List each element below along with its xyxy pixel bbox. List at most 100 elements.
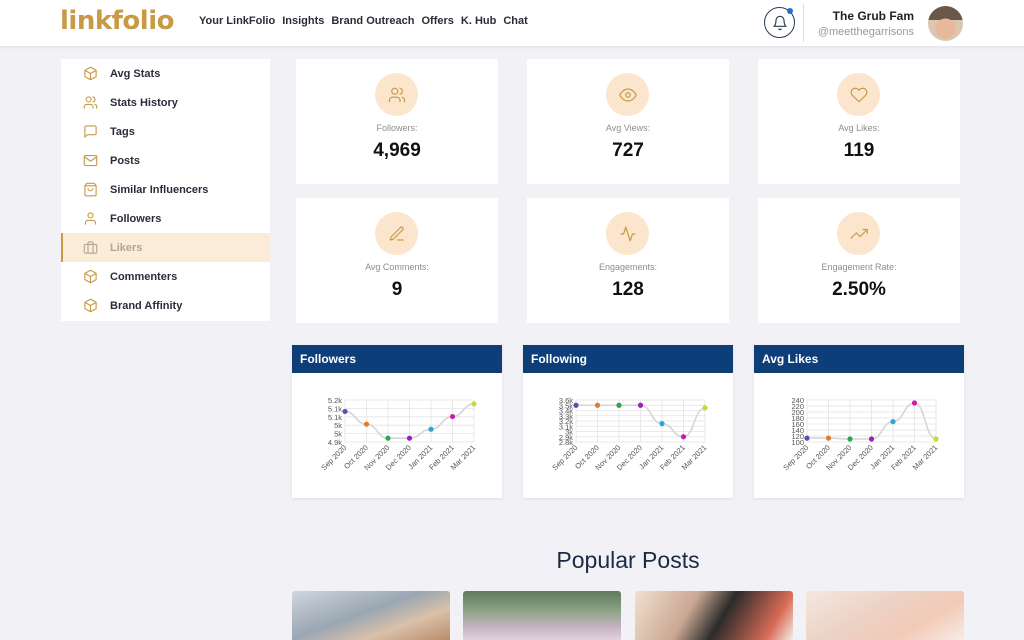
data-point — [449, 413, 456, 420]
data-point — [804, 435, 810, 441]
data-point — [933, 436, 939, 442]
sidebar-item-tags[interactable]: Tags — [61, 117, 270, 146]
sidebar-item-commenters[interactable]: Commenters — [61, 262, 270, 291]
data-point — [616, 402, 622, 408]
stat-card-followers: Followers: 4,969 — [296, 59, 498, 184]
sidebar-item-label: Brand Affinity — [110, 299, 183, 312]
data-point — [471, 401, 477, 407]
stat-label: Followers: — [376, 123, 418, 133]
y-tick-label: 140 — [791, 426, 804, 435]
nav-k-hub[interactable]: K. Hub — [460, 15, 497, 27]
logo[interactable]: linkfolio — [60, 6, 175, 36]
chart-title: Followers — [292, 345, 502, 373]
sidebar-item-brand-affinity[interactable]: Brand Affinity — [61, 291, 270, 320]
popular-post-thumbnail[interactable] — [635, 591, 793, 640]
cube-icon — [83, 269, 98, 284]
avatar[interactable] — [928, 6, 963, 41]
y-tick-label: 100 — [791, 438, 804, 447]
message-icon — [83, 124, 98, 139]
y-tick-label: 160 — [791, 420, 804, 429]
stat-card-engagements: Engagements: 128 — [527, 198, 729, 323]
users-icon — [375, 73, 418, 116]
nav-chat[interactable]: Chat — [503, 15, 528, 27]
popular-posts-title: Popular Posts — [556, 547, 700, 573]
notifications-button[interactable] — [764, 7, 795, 38]
y-tick-label: 3.1k — [559, 422, 573, 431]
stat-value: 119 — [843, 140, 875, 161]
briefcase-icon — [83, 240, 98, 255]
data-point — [680, 434, 687, 440]
stat-label: Avg Views: — [605, 123, 651, 133]
data-point — [637, 402, 644, 408]
sidebar-item-stats-history[interactable]: Stats History — [61, 88, 270, 117]
bell-icon — [772, 15, 787, 30]
data-point — [573, 402, 579, 408]
mail-icon — [83, 153, 98, 168]
activity-icon — [606, 212, 649, 255]
stat-value: 9 — [391, 279, 403, 300]
nav-insights[interactable]: Insights — [282, 15, 325, 27]
sidebar-item-label: Stats History — [110, 96, 178, 109]
stat-label: Avg Likes: — [838, 123, 880, 133]
data-point — [385, 435, 391, 441]
eye-icon — [606, 73, 649, 116]
sidebar-item-avg-stats[interactable]: Avg Stats — [61, 59, 270, 88]
data-point — [428, 426, 434, 432]
y-tick-label: 200 — [791, 408, 804, 417]
y-tick-label: 5.2k — [328, 396, 342, 405]
chart-card-followers: Followers 5.2k 5.1k 5.1k 5k 5k 4.9k Sep 2020 Oc… — [292, 345, 502, 498]
data-point — [702, 405, 708, 411]
y-tick-label: 2.8k — [559, 438, 573, 447]
stat-card-avg-views: Avg Views: 727 — [527, 59, 729, 184]
sidebar-item-likers[interactable]: Likers — [61, 233, 270, 262]
sidebar-item-label: Tags — [110, 125, 135, 138]
sidebar-item-label: Avg Stats — [110, 67, 161, 80]
data-point — [847, 436, 853, 442]
sidebar-item-label: Followers — [110, 212, 162, 225]
users-icon — [83, 95, 98, 110]
y-tick-label: 3.3k — [559, 412, 573, 421]
sidebar-item-label: Similar Influencers — [110, 183, 209, 196]
chart-title: Avg Likes — [754, 345, 964, 373]
stat-label: Avg Comments: — [365, 262, 429, 272]
edit-icon — [375, 212, 418, 255]
sidebar-item-label: Posts — [110, 154, 140, 167]
sidebar-item-followers[interactable]: Followers — [61, 204, 270, 233]
cube-icon — [83, 298, 98, 313]
notification-dot — [787, 8, 793, 14]
user-handle: @meetthegarrisons — [817, 26, 914, 38]
chart-card-following: Following 3.6k 3.5k 3.4k 3.3k 3.2k 3.1k 3k 2.9k… — [523, 345, 733, 498]
popular-post-thumbnail[interactable] — [806, 591, 964, 640]
nav-your-linkfolio[interactable]: Your LinkFolio — [199, 15, 276, 27]
y-tick-label: 5k — [334, 430, 342, 439]
bag-icon — [83, 182, 98, 197]
stat-card-avg-likes: Avg Likes: 119 — [758, 59, 960, 184]
data-point — [594, 402, 601, 408]
sidebar-item-similar-influencers[interactable]: Similar Influencers — [61, 175, 270, 204]
nav-offers[interactable]: Offers — [421, 15, 454, 27]
stat-value: 727 — [612, 140, 644, 161]
main-nav: Your LinkFolio Insights Brand Outreach O… — [199, 15, 535, 27]
data-point — [825, 435, 832, 441]
y-tick-label: 3k — [565, 428, 573, 437]
data-point — [868, 436, 875, 442]
data-point — [890, 419, 896, 425]
cube-icon — [83, 66, 98, 81]
data-point — [659, 421, 665, 427]
data-point — [342, 408, 348, 415]
user-icon — [83, 211, 98, 226]
trending-up-icon — [837, 212, 880, 255]
heart-icon — [837, 73, 880, 116]
sidebar-item-posts[interactable]: Posts — [61, 146, 270, 175]
chart-card-avg-likes: Avg Likes 240 220 200 180 160 140 120 100 Sep 20… — [754, 345, 964, 498]
nav-brand-outreach[interactable]: Brand Outreach — [331, 15, 415, 27]
popular-post-thumbnail[interactable] — [292, 591, 450, 640]
popular-post-thumbnail[interactable] — [463, 591, 621, 640]
data-point — [363, 421, 370, 427]
stat-label: Engagement Rate: — [821, 262, 897, 272]
y-tick-label: 5k — [334, 421, 342, 430]
stat-value: 128 — [612, 279, 644, 300]
